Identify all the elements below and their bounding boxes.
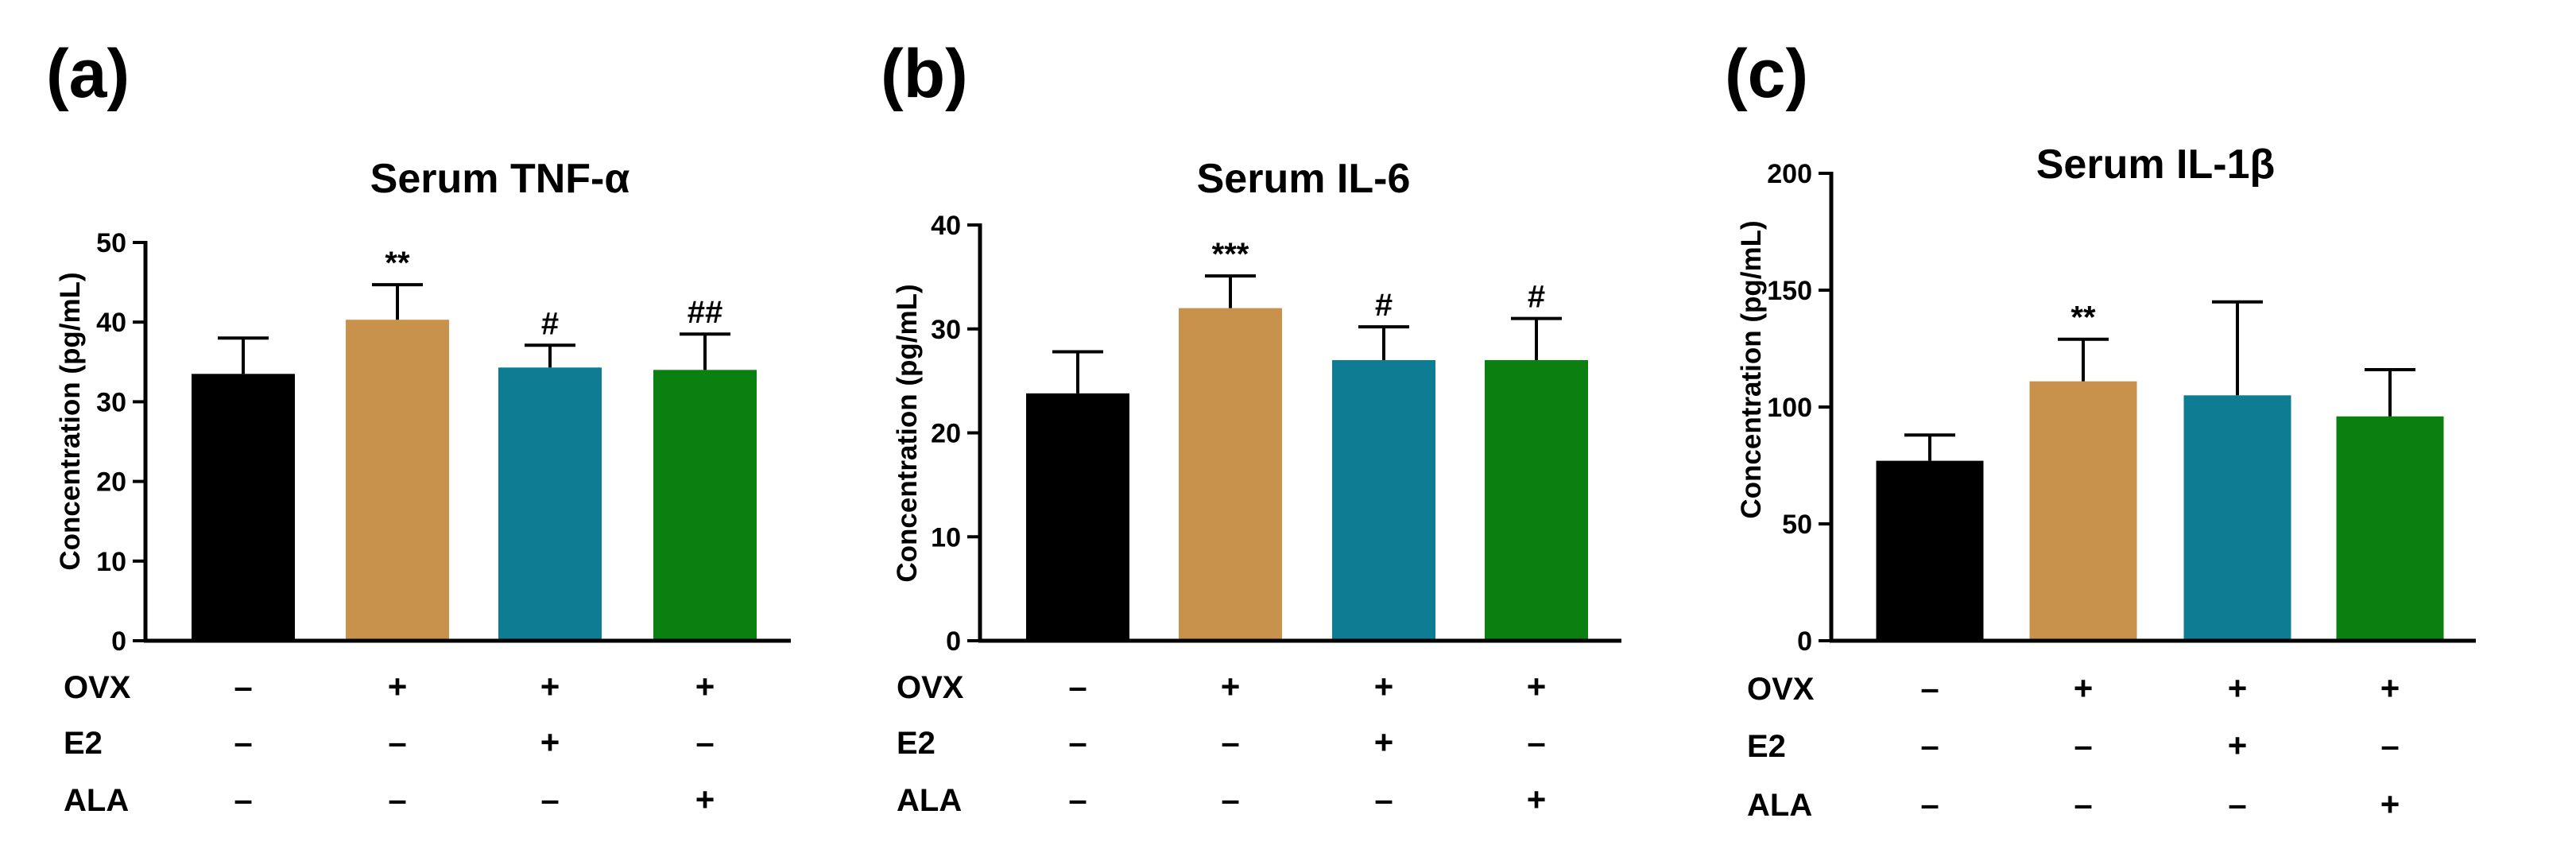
treatment-row-label: ALA	[64, 783, 129, 818]
y-tick-label: 30	[931, 315, 961, 345]
treatment-row-label: E2	[1747, 729, 1786, 764]
y-tick-label: 50	[1782, 510, 1812, 540]
bar	[653, 370, 757, 641]
treatment-symbol: +	[1527, 668, 1547, 705]
bar	[346, 320, 449, 641]
significance-marker: #	[1375, 288, 1393, 323]
y-tick-label: 40	[931, 211, 961, 241]
y-tick-label: 50	[96, 228, 126, 258]
treatment-symbol: –	[695, 723, 714, 761]
treatment-symbol: –	[234, 723, 252, 761]
treatment-symbol: –	[1068, 723, 1087, 761]
chart-title: Serum IL-6	[1197, 156, 1411, 202]
treatment-symbol: –	[1527, 723, 1545, 761]
panel-c: (c) Serum IL-1β Concentration (pg/mL) **…	[1725, 36, 2476, 823]
treatment-symbol: –	[1068, 781, 1087, 818]
panel-b: (b) Serum IL-6 Concentration (pg/mL) ***…	[881, 36, 1621, 818]
treatment-row-label: E2	[64, 726, 103, 761]
treatment-symbol: –	[234, 668, 252, 705]
treatment-symbol: –	[1068, 668, 1087, 705]
y-axis-label: Concentration (pg/mL)	[892, 284, 923, 582]
treatment-symbol: +	[2228, 669, 2248, 707]
bar	[2336, 416, 2444, 641]
treatment-row-label: OVX	[64, 670, 131, 705]
panel-a: (a) Serum TNF-α Concentration (pg/mL) **…	[46, 36, 791, 818]
y-axis-label: Concentration (pg/mL)	[1736, 220, 1767, 518]
y-tick-label: 0	[111, 626, 126, 657]
treatment-row-label: OVX	[1747, 672, 1815, 707]
y-tick-label: 0	[946, 626, 961, 657]
treatment-symbol: +	[540, 723, 560, 761]
bar	[1026, 393, 1129, 641]
bar	[1179, 308, 1282, 641]
treatment-row-label: ALA	[1747, 788, 1812, 823]
treatment-symbol: +	[540, 668, 560, 705]
treatment-symbol: +	[2380, 669, 2400, 707]
treatment-row-label: ALA	[897, 783, 962, 818]
treatment-symbol: +	[388, 668, 408, 705]
chart-title: Serum IL-1β	[2036, 142, 2275, 188]
bar	[2183, 395, 2291, 641]
y-tick-label: 20	[931, 419, 961, 449]
y-tick-label: 30	[96, 387, 126, 417]
treatment-symbol: –	[1374, 781, 1393, 818]
treatment-symbol: +	[695, 668, 715, 705]
treatment-symbol: –	[1920, 669, 1939, 707]
bar	[192, 374, 295, 641]
treatment-row-label: OVX	[897, 670, 964, 705]
treatment-symbol: +	[1527, 781, 1547, 818]
significance-marker: **	[2070, 300, 2096, 335]
panel-letter: (a)	[46, 36, 130, 112]
y-tick-label: 10	[931, 522, 961, 553]
bar	[1332, 359, 1435, 641]
y-axis-label: Concentration (pg/mL)	[55, 272, 86, 570]
panel-letter: (b)	[881, 36, 968, 112]
treatment-symbol: +	[695, 781, 715, 818]
treatment-symbol: –	[2074, 727, 2092, 764]
treatment-symbol: +	[2228, 727, 2248, 764]
bar	[2029, 381, 2137, 641]
treatment-symbol: –	[1221, 781, 1239, 818]
treatment-symbol: –	[388, 723, 406, 761]
significance-marker: ***	[1212, 237, 1249, 272]
bar	[1876, 460, 1984, 641]
y-tick-label: 10	[96, 547, 126, 577]
significance-marker: ##	[688, 295, 723, 330]
y-tick-label: 200	[1767, 159, 1812, 189]
y-tick-label: 40	[96, 308, 126, 338]
bar	[498, 367, 602, 641]
y-tick-label: 150	[1767, 276, 1812, 306]
treatment-symbol: –	[2380, 727, 2399, 764]
treatment-symbol: –	[1221, 723, 1239, 761]
treatment-symbol: +	[2380, 785, 2400, 823]
y-tick-label: 0	[1797, 626, 1812, 657]
treatment-symbol: +	[1221, 668, 1241, 705]
treatment-symbol: –	[234, 781, 252, 818]
treatment-row-label: E2	[897, 726, 935, 761]
y-tick-label: 100	[1767, 393, 1812, 423]
significance-marker: **	[385, 246, 410, 281]
treatment-symbol: –	[2228, 785, 2246, 823]
panel-letter: (c)	[1725, 36, 1808, 112]
treatment-symbol: –	[1920, 727, 1939, 764]
treatment-symbol: +	[1374, 723, 1394, 761]
chart-title: Serum TNF-α	[370, 156, 630, 202]
treatment-symbol: +	[2074, 669, 2094, 707]
treatment-symbol: –	[388, 781, 406, 818]
treatment-symbol: +	[1374, 668, 1394, 705]
significance-marker: #	[1528, 280, 1545, 315]
significance-marker: #	[541, 306, 559, 341]
bar	[1485, 359, 1588, 641]
y-tick-label: 20	[96, 467, 126, 498]
treatment-symbol: –	[540, 781, 559, 818]
treatment-symbol: –	[2074, 785, 2092, 823]
treatment-symbol: –	[1920, 785, 1939, 823]
